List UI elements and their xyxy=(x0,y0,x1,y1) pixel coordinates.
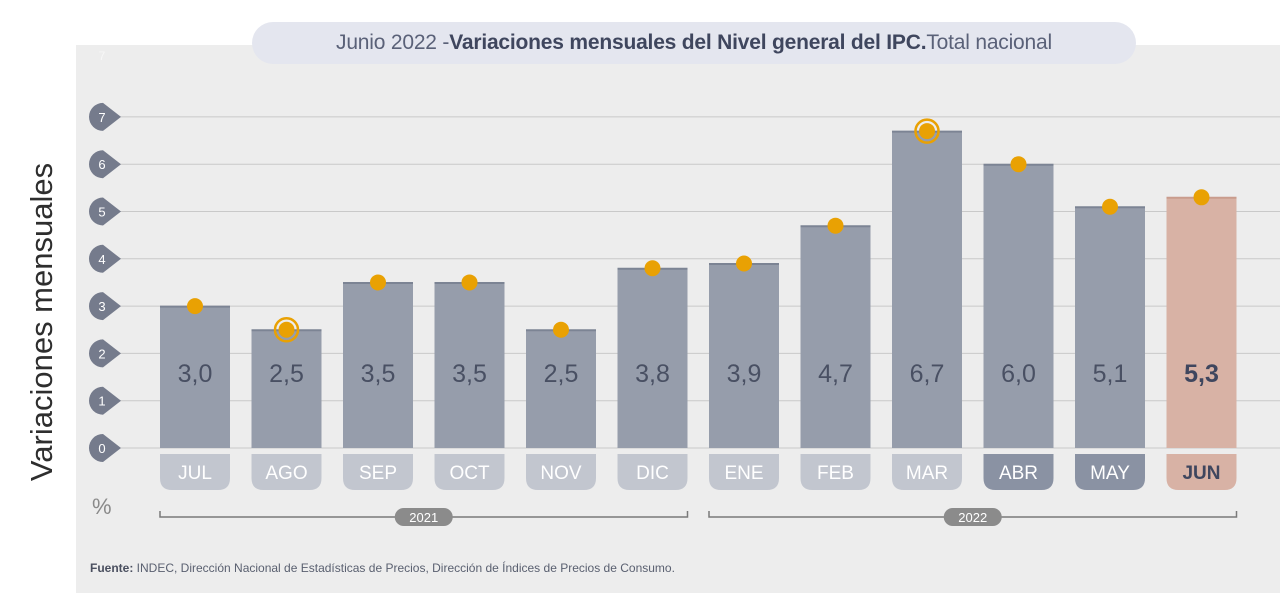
marker-ago xyxy=(278,321,295,338)
marker-ene xyxy=(736,255,752,272)
category-pill-oct xyxy=(434,454,505,490)
y-tick-marker-1 xyxy=(89,386,121,415)
y-tick-label-0: 0 xyxy=(98,441,105,456)
title-suffix: Total nacional xyxy=(926,31,1052,54)
marker-jul xyxy=(187,298,203,315)
y-tick-label-2: 2 xyxy=(98,346,105,361)
category-pill-jun xyxy=(1166,454,1237,490)
y-tick-ghost: 7 xyxy=(99,49,106,63)
category-label-jul: JUL xyxy=(178,463,212,484)
y-tick-marker-2 xyxy=(89,339,121,368)
bar-value-label-nov: 2,5 xyxy=(544,360,579,388)
bar-feb xyxy=(800,225,871,448)
bar-dic xyxy=(617,268,688,448)
marker-mar xyxy=(919,123,935,140)
category-pill-jul xyxy=(160,454,230,490)
bar-value-label-sep: 3,5 xyxy=(361,360,396,388)
bar-oct xyxy=(434,282,505,448)
category-pill-nov xyxy=(526,454,596,490)
bar-abr xyxy=(983,164,1054,448)
bar-value-label-dic: 3,8 xyxy=(635,360,670,388)
category-label-sep: SEP xyxy=(359,463,397,484)
marker-may xyxy=(1102,198,1118,215)
bar-ago xyxy=(251,329,322,448)
category-label-feb: FEB xyxy=(817,463,854,484)
bar-jun xyxy=(1166,197,1237,448)
y-tick-label-4: 4 xyxy=(98,252,105,267)
y-tick-label-1: 1 xyxy=(98,394,105,409)
category-pill-dic xyxy=(617,454,688,490)
category-label-mar: MAR xyxy=(906,463,948,484)
y-tick-marker-5 xyxy=(89,197,121,226)
marker-sep xyxy=(370,274,386,291)
bar-nov xyxy=(526,329,596,448)
y-tick-marker-6 xyxy=(89,150,121,179)
category-label-may: MAY xyxy=(1090,463,1130,484)
marker-oct xyxy=(461,274,478,291)
y-tick-label-3: 3 xyxy=(98,299,105,314)
bar-value-label-ago: 2,5 xyxy=(269,360,304,388)
marker-dic xyxy=(644,260,661,277)
marker-feb xyxy=(827,217,844,234)
bar-value-label-jun: 5,3 xyxy=(1184,360,1219,388)
category-label-dic: DIC xyxy=(636,463,669,484)
year-pill-2021 xyxy=(394,508,453,526)
category-pill-ene xyxy=(709,454,779,490)
category-pill-sep xyxy=(343,454,413,490)
bar-value-label-abr: 6,0 xyxy=(1001,360,1036,388)
year-label-2022: 2022 xyxy=(958,510,987,525)
bar-value-label-ene: 3,9 xyxy=(727,360,762,388)
category-label-nov: NOV xyxy=(540,463,582,484)
category-label-ene: ENE xyxy=(724,463,763,484)
marker-nov xyxy=(553,321,569,338)
source-label: Fuente: xyxy=(90,561,134,575)
category-pill-abr xyxy=(983,454,1054,490)
category-pill-ago xyxy=(251,454,322,490)
y-tick-marker-7 xyxy=(89,102,121,131)
bar-jul xyxy=(160,306,230,448)
bar-value-label-feb: 4,7 xyxy=(818,360,853,388)
category-label-jun: JUN xyxy=(1182,463,1220,484)
title-main: Variaciones mensuales del Nivel general … xyxy=(449,31,927,54)
year-label-2021: 2021 xyxy=(409,510,438,525)
category-pill-may xyxy=(1075,454,1145,490)
y-tick-label-7: 7 xyxy=(98,110,105,125)
year-pill-2022 xyxy=(943,508,1002,526)
marker-abr xyxy=(1010,156,1027,173)
unit-label: % xyxy=(92,494,112,519)
y-tick-label-6: 6 xyxy=(98,157,105,172)
title-prefix: Junio 2022 - xyxy=(336,31,450,54)
marker-ring-ago xyxy=(273,317,300,343)
category-pill-mar xyxy=(892,454,962,490)
bar-mar xyxy=(892,131,962,448)
marker-ring-mar xyxy=(914,118,940,144)
category-label-abr: ABR xyxy=(999,463,1038,484)
chart-title: Junio 2022 - Variaciones mensuales del N… xyxy=(252,22,1136,64)
bar-value-label-mar: 6,7 xyxy=(910,360,945,388)
marker-jun xyxy=(1193,189,1210,206)
category-label-ago: AGO xyxy=(265,463,307,484)
y-tick-marker-0 xyxy=(88,433,121,462)
bar-value-label-oct: 3,5 xyxy=(452,360,487,388)
source-note: Fuente: INDEC, Dirección Nacional de Est… xyxy=(90,561,675,575)
category-pill-feb xyxy=(800,454,871,490)
bar-sep xyxy=(343,282,413,448)
bar-value-label-may: 5,1 xyxy=(1093,360,1128,388)
bar-ene xyxy=(709,263,779,448)
y-tick-label-5: 5 xyxy=(98,205,105,220)
category-label-oct: OCT xyxy=(449,463,490,484)
bar-may xyxy=(1075,206,1145,448)
y-tick-marker-4 xyxy=(88,244,121,273)
source-text: INDEC, Dirección Nacional de Estadística… xyxy=(133,561,675,575)
y-tick-marker-3 xyxy=(89,292,121,321)
bar-value-label-jul: 3,0 xyxy=(178,360,213,388)
